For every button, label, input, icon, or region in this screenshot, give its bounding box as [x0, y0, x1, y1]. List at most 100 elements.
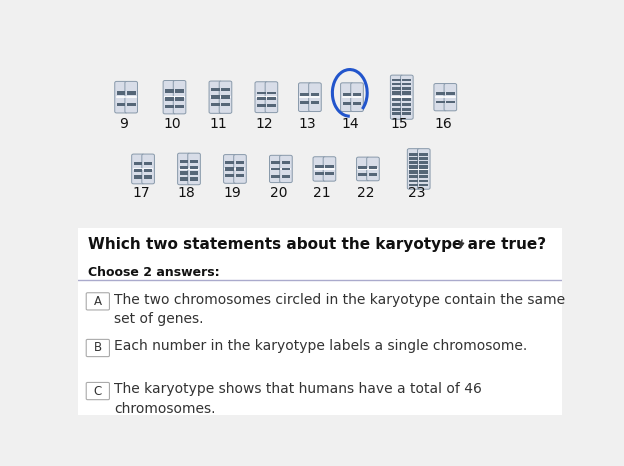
- FancyBboxPatch shape: [436, 92, 444, 95]
- FancyBboxPatch shape: [209, 81, 222, 113]
- Text: 17: 17: [132, 186, 150, 200]
- FancyBboxPatch shape: [392, 112, 401, 115]
- FancyBboxPatch shape: [444, 83, 457, 111]
- FancyBboxPatch shape: [313, 157, 326, 181]
- FancyBboxPatch shape: [315, 172, 324, 175]
- FancyBboxPatch shape: [402, 91, 411, 95]
- FancyBboxPatch shape: [446, 92, 455, 95]
- FancyBboxPatch shape: [409, 175, 418, 178]
- FancyBboxPatch shape: [236, 174, 245, 177]
- FancyBboxPatch shape: [144, 162, 152, 165]
- FancyBboxPatch shape: [178, 153, 190, 185]
- FancyBboxPatch shape: [180, 160, 188, 164]
- FancyBboxPatch shape: [271, 161, 280, 164]
- FancyBboxPatch shape: [221, 96, 230, 99]
- Text: 20: 20: [270, 186, 288, 200]
- FancyBboxPatch shape: [392, 98, 401, 101]
- FancyBboxPatch shape: [391, 75, 403, 119]
- FancyBboxPatch shape: [190, 177, 198, 181]
- FancyBboxPatch shape: [402, 98, 411, 101]
- FancyBboxPatch shape: [257, 104, 266, 107]
- Text: The two chromosomes circled in the karyotype contain the same
set of genes.: The two chromosomes circled in the karyo…: [114, 293, 565, 326]
- FancyBboxPatch shape: [165, 89, 173, 93]
- FancyBboxPatch shape: [419, 179, 428, 183]
- FancyBboxPatch shape: [402, 103, 411, 106]
- FancyBboxPatch shape: [134, 162, 142, 165]
- FancyBboxPatch shape: [190, 166, 198, 169]
- FancyBboxPatch shape: [402, 87, 411, 89]
- FancyBboxPatch shape: [315, 165, 324, 168]
- FancyBboxPatch shape: [132, 154, 144, 184]
- Text: Each number in the karyotype labels a single chromosome.: Each number in the karyotype labels a si…: [114, 339, 527, 353]
- FancyBboxPatch shape: [409, 161, 418, 164]
- FancyBboxPatch shape: [190, 160, 198, 164]
- FancyBboxPatch shape: [175, 89, 184, 93]
- FancyBboxPatch shape: [165, 104, 173, 108]
- FancyBboxPatch shape: [401, 75, 413, 119]
- FancyBboxPatch shape: [392, 91, 401, 95]
- FancyBboxPatch shape: [351, 83, 363, 111]
- FancyBboxPatch shape: [419, 175, 428, 178]
- FancyBboxPatch shape: [225, 167, 234, 171]
- FancyBboxPatch shape: [392, 87, 401, 89]
- FancyBboxPatch shape: [188, 153, 200, 185]
- FancyBboxPatch shape: [115, 82, 127, 113]
- FancyBboxPatch shape: [409, 179, 418, 183]
- FancyBboxPatch shape: [211, 89, 220, 91]
- Text: 22: 22: [357, 186, 374, 200]
- FancyBboxPatch shape: [323, 157, 336, 181]
- FancyBboxPatch shape: [142, 154, 154, 184]
- FancyBboxPatch shape: [265, 82, 278, 113]
- FancyBboxPatch shape: [234, 155, 246, 183]
- FancyBboxPatch shape: [409, 165, 418, 169]
- FancyBboxPatch shape: [409, 184, 418, 186]
- FancyBboxPatch shape: [225, 174, 234, 177]
- FancyBboxPatch shape: [402, 108, 411, 111]
- FancyBboxPatch shape: [369, 173, 378, 176]
- Text: 21: 21: [313, 186, 331, 200]
- FancyBboxPatch shape: [221, 89, 230, 91]
- FancyBboxPatch shape: [134, 169, 142, 172]
- FancyBboxPatch shape: [311, 93, 319, 96]
- FancyBboxPatch shape: [144, 169, 152, 172]
- FancyBboxPatch shape: [281, 161, 290, 164]
- FancyBboxPatch shape: [86, 293, 109, 310]
- FancyBboxPatch shape: [407, 149, 420, 189]
- FancyBboxPatch shape: [267, 104, 276, 107]
- FancyBboxPatch shape: [163, 81, 176, 114]
- FancyBboxPatch shape: [353, 93, 361, 96]
- Text: 18: 18: [178, 186, 196, 200]
- FancyBboxPatch shape: [86, 383, 109, 400]
- FancyBboxPatch shape: [211, 96, 220, 99]
- FancyBboxPatch shape: [419, 184, 428, 186]
- FancyBboxPatch shape: [270, 155, 282, 183]
- FancyBboxPatch shape: [402, 112, 411, 115]
- FancyBboxPatch shape: [271, 167, 280, 171]
- Text: 12: 12: [255, 117, 273, 131]
- FancyBboxPatch shape: [211, 103, 220, 106]
- FancyBboxPatch shape: [301, 101, 309, 104]
- FancyBboxPatch shape: [165, 97, 173, 101]
- Text: B: B: [94, 342, 102, 355]
- FancyBboxPatch shape: [144, 175, 152, 178]
- Text: 15: 15: [391, 117, 408, 131]
- Text: 11: 11: [210, 117, 227, 131]
- FancyBboxPatch shape: [341, 83, 353, 111]
- FancyBboxPatch shape: [358, 166, 367, 169]
- FancyBboxPatch shape: [173, 81, 186, 114]
- FancyBboxPatch shape: [134, 175, 142, 178]
- FancyBboxPatch shape: [267, 91, 276, 95]
- FancyBboxPatch shape: [419, 171, 428, 173]
- FancyBboxPatch shape: [175, 97, 184, 101]
- FancyBboxPatch shape: [257, 91, 266, 95]
- FancyBboxPatch shape: [257, 97, 266, 100]
- FancyBboxPatch shape: [356, 157, 369, 181]
- Text: 9: 9: [120, 117, 129, 131]
- FancyBboxPatch shape: [127, 91, 135, 95]
- FancyBboxPatch shape: [225, 161, 234, 164]
- FancyBboxPatch shape: [281, 175, 290, 178]
- FancyBboxPatch shape: [419, 161, 428, 164]
- Text: Which two statements about the karyotype are true?: Which two statements about the karyotype…: [87, 237, 546, 252]
- FancyBboxPatch shape: [180, 177, 188, 181]
- FancyBboxPatch shape: [436, 101, 444, 103]
